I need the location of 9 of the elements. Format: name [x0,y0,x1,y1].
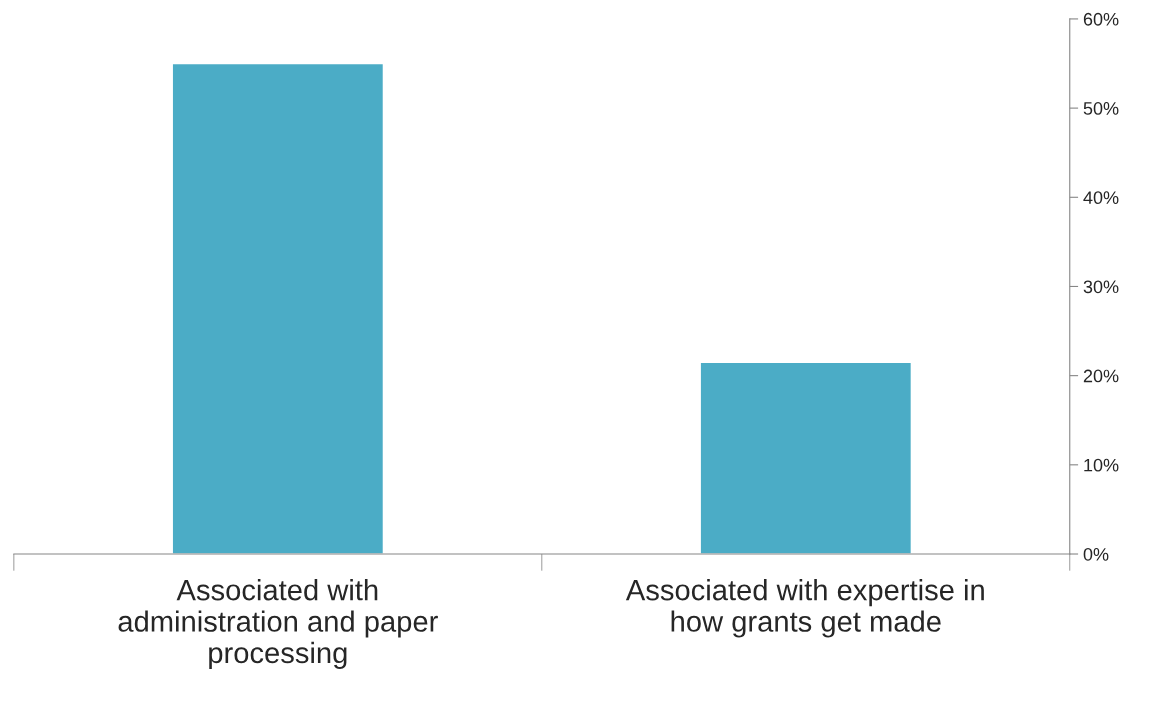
y-tick-label: 0% [1083,547,1109,561]
x-tick-label: Associated with administration and paper processing [118,579,438,670]
y-tick-label: 10% [1084,458,1119,472]
y-tick-label: 60% [1083,12,1119,26]
y-tick-label: 40% [1083,191,1119,205]
y-tick-label: 50% [1083,102,1119,115]
y-tick-label: 20% [1083,369,1119,383]
x-tick-label: Associated with expertise in how grants get made [625,579,984,638]
y-tick-label: 30% [1083,280,1119,294]
